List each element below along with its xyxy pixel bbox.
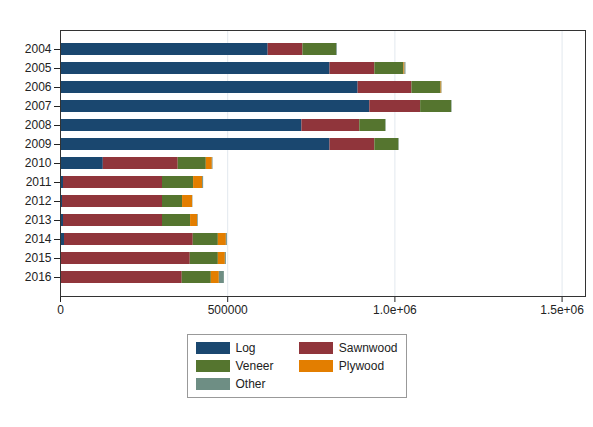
svg-text:2012: 2012 (25, 194, 52, 208)
html-text:Plywood: Plywood (338, 359, 385, 373)
html-text:Log: Log (235, 341, 256, 355)
html-text:Veneer: Veneer (235, 359, 274, 373)
svg-text:2014: 2014 (25, 232, 52, 246)
svg-text:2011: 2011 (26, 175, 52, 189)
svg-text:2016: 2016 (25, 270, 52, 284)
html-text:Other: Other (235, 377, 266, 391)
svg-text:2013: 2013 (25, 213, 52, 227)
svg-text:2006: 2006 (25, 80, 52, 94)
svg-text:2010: 2010 (25, 156, 52, 170)
svg-text:0: 0 (57, 303, 64, 317)
svg-text:2007: 2007 (25, 99, 52, 113)
svg-text:1.0e+06: 1.0e+06 (373, 303, 417, 317)
svg-text:2005: 2005 (25, 61, 52, 75)
svg-text:2004: 2004 (25, 42, 52, 56)
svg-text:1.5e+06: 1.5e+06 (540, 303, 584, 317)
svg-text:2008: 2008 (25, 118, 52, 132)
svg-text:2009: 2009 (25, 137, 52, 151)
svg-text:2015: 2015 (25, 251, 52, 265)
html-text:Sawnwood: Sawnwood (338, 341, 398, 355)
svg-text:500000: 500000 (208, 303, 248, 317)
